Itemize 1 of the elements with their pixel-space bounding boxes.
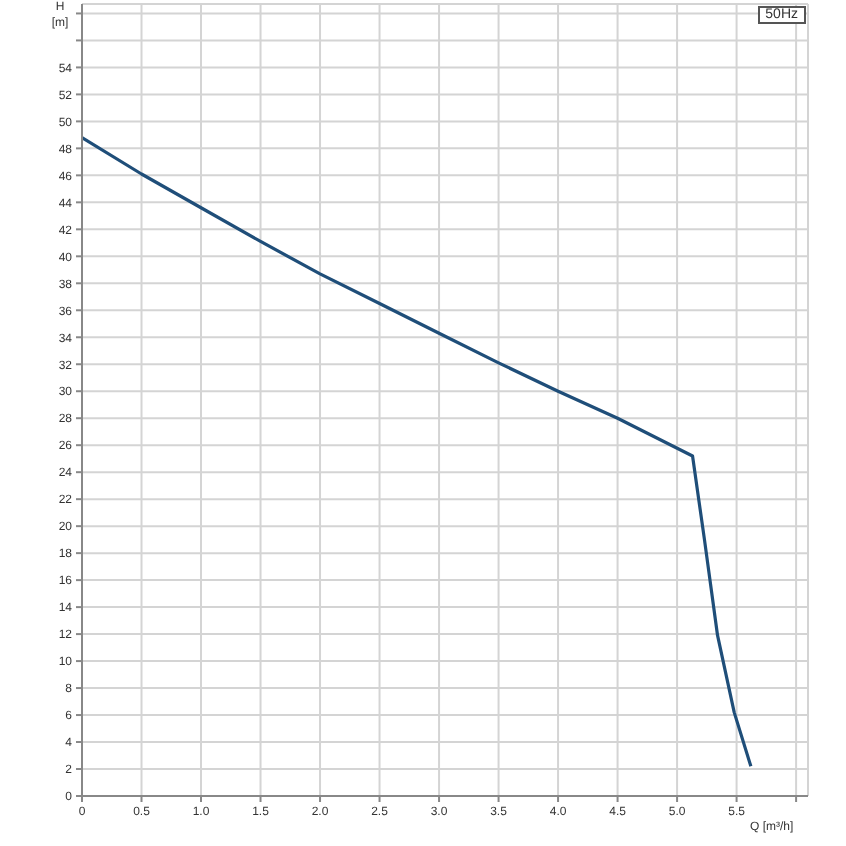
line-series xyxy=(82,135,753,768)
